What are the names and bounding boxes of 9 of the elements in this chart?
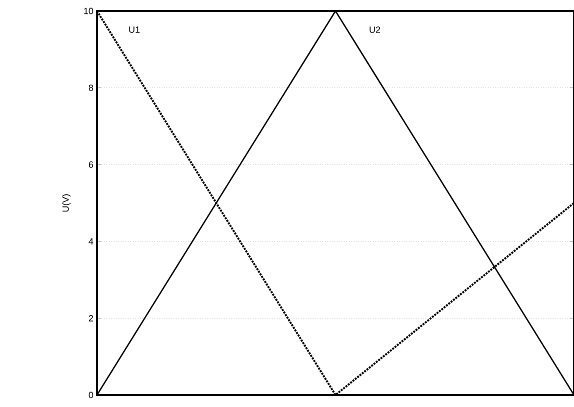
series-label: U2 <box>370 26 380 33</box>
y-tick-label: 4 <box>88 238 94 244</box>
y-tick-label: 0 <box>88 392 94 398</box>
series-label: U1 <box>129 26 140 33</box>
y-axis-title: U(V) <box>62 194 71 212</box>
y-tick-label: 2 <box>88 315 94 322</box>
y-tick-label: 6 <box>88 161 94 168</box>
y-tick-label: 8 <box>88 84 94 91</box>
y-tick-label: 10 <box>84 8 94 14</box>
